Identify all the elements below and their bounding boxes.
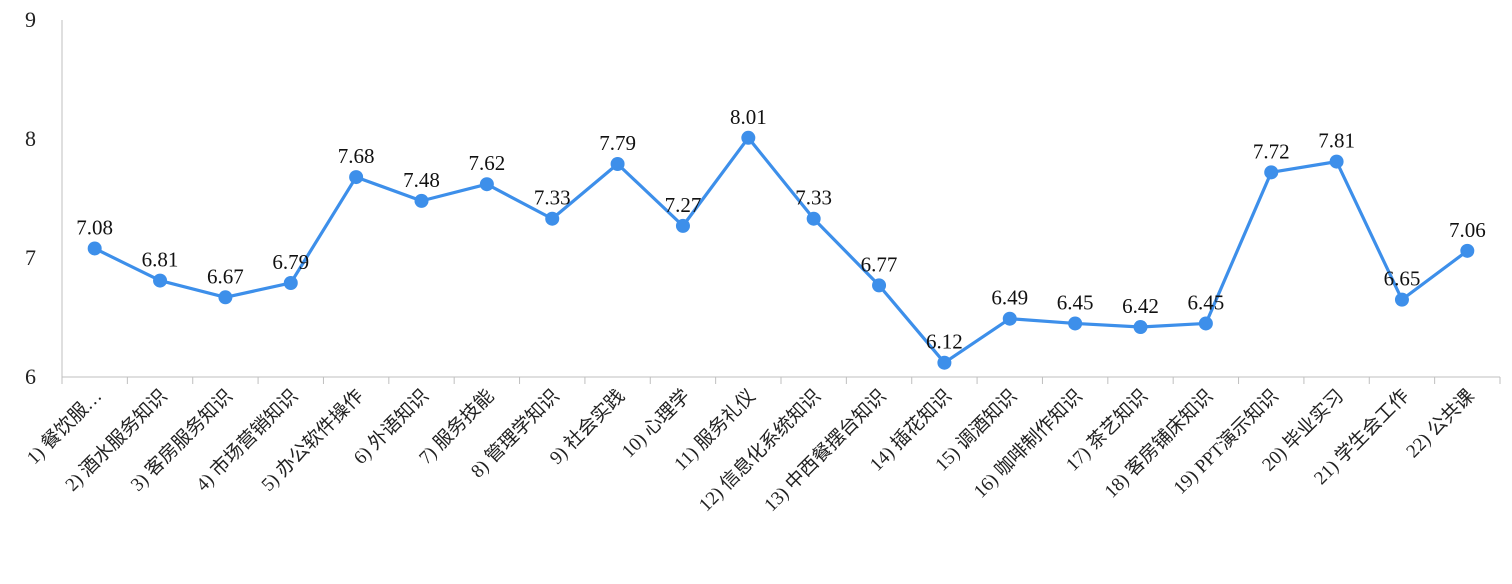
y-axis: 6 7 8 9 bbox=[25, 7, 63, 389]
data-point bbox=[87, 241, 102, 256]
data-label: 7.68 bbox=[338, 144, 375, 168]
data-label: 7.81 bbox=[1318, 129, 1355, 153]
data-label: 7.72 bbox=[1253, 139, 1290, 163]
data-label: 6.42 bbox=[1122, 294, 1159, 318]
data-label: 6.77 bbox=[861, 252, 898, 276]
series-line-group bbox=[87, 130, 1475, 370]
data-label: 7.33 bbox=[534, 186, 571, 210]
data-point bbox=[1068, 316, 1083, 331]
data-point bbox=[153, 273, 168, 288]
x-tick-label: 13) 中西餐摆台知识 bbox=[760, 385, 891, 516]
data-label: 7.79 bbox=[599, 131, 636, 155]
x-tick-label: 12) 信息化系统知识 bbox=[694, 385, 825, 516]
y-tick-label: 8 bbox=[25, 126, 36, 151]
y-tick-label: 6 bbox=[25, 364, 36, 389]
data-label: 6.45 bbox=[1187, 290, 1224, 314]
data-point bbox=[414, 193, 429, 208]
data-label: 8.01 bbox=[730, 105, 767, 129]
data-label: 7.06 bbox=[1449, 218, 1486, 242]
data-label: 6.45 bbox=[1057, 290, 1094, 314]
y-tick-label: 7 bbox=[25, 245, 36, 270]
data-point bbox=[1133, 320, 1148, 335]
data-point bbox=[349, 170, 364, 185]
data-point bbox=[872, 278, 887, 293]
data-point bbox=[1264, 165, 1279, 180]
data-label: 7.27 bbox=[665, 193, 702, 217]
data-point bbox=[1460, 243, 1475, 258]
data-point bbox=[479, 177, 494, 192]
data-point bbox=[1394, 292, 1409, 307]
data-point bbox=[806, 211, 821, 226]
data-label: 6.12 bbox=[926, 330, 963, 354]
data-point bbox=[610, 156, 625, 171]
data-label: 6.67 bbox=[207, 264, 244, 288]
series-line bbox=[93, 136, 1469, 365]
data-label: 7.33 bbox=[795, 186, 832, 210]
data-label: 7.62 bbox=[468, 151, 505, 175]
data-point bbox=[218, 290, 233, 305]
data-label: 6.49 bbox=[991, 286, 1028, 310]
y-tick-label: 9 bbox=[25, 7, 36, 32]
data-label: 7.48 bbox=[403, 168, 440, 192]
data-point bbox=[1002, 311, 1017, 326]
data-label: 6.65 bbox=[1384, 267, 1421, 291]
x-tick-label: 16) 咖啡制作知识 bbox=[969, 385, 1086, 502]
x-tick-label: 18) 客房铺床知识 bbox=[1100, 385, 1217, 502]
x-tick-label: 22) 公共课 bbox=[1402, 385, 1479, 462]
data-labels-group: 7.08 6.81 6.67 6.79 7.68 7.48 7.62 7.33 7.79 7.27… bbox=[76, 105, 1485, 354]
data-point bbox=[937, 355, 952, 370]
data-point bbox=[283, 275, 298, 290]
data-point bbox=[1198, 316, 1213, 331]
data-point bbox=[545, 211, 560, 226]
data-point bbox=[1329, 154, 1344, 169]
data-point bbox=[675, 218, 690, 233]
data-label: 7.08 bbox=[76, 215, 113, 239]
data-point bbox=[741, 130, 756, 145]
data-label: 6.81 bbox=[142, 248, 179, 272]
data-label: 6.79 bbox=[272, 250, 309, 274]
